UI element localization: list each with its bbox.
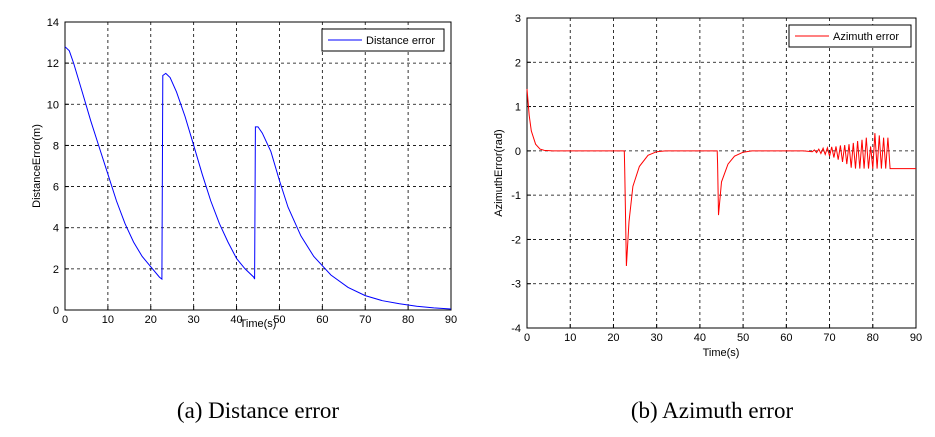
tick-labels: 0 10 20 30 40 50 60 70 80 90 0 2 4 6 8 10 12 14 — [47, 17, 457, 326]
legend-label: Distance error — [366, 35, 435, 47]
y-axis-label: AzimuthError(rad) — [493, 129, 505, 216]
y-tick-label: 3 — [515, 13, 521, 25]
distance-error-chart: 0 10 20 30 40 50 60 70 80 90 0 2 4 6 8 10 12 14 Time(s) D… — [31, 17, 457, 423]
x-tick-label: 50 — [737, 332, 749, 344]
x-tick-label: 30 — [188, 314, 200, 326]
y-tick-label: 0 — [53, 305, 59, 317]
x-tick-label: 10 — [564, 332, 576, 344]
y-tick-label: -4 — [511, 323, 521, 335]
y-tick-label: 0 — [515, 146, 521, 158]
x-tick-label: 0 — [62, 314, 68, 326]
x-tick-label: 80 — [402, 314, 414, 326]
y-tick-label: 2 — [53, 264, 59, 276]
x-tick-label: 50 — [273, 314, 285, 326]
x-tick-label: 40 — [230, 314, 242, 326]
x-axis-label: Time(s) — [703, 347, 740, 359]
grid-lines — [64, 21, 452, 311]
x-tick-label: 40 — [694, 332, 706, 344]
y-tick-label: 1 — [515, 102, 521, 114]
y-tick-label: -3 — [511, 279, 521, 291]
caption-b: (b) Azimuth error — [631, 398, 794, 423]
plot-frame — [64, 21, 452, 311]
grid-lines — [526, 17, 917, 329]
y-axis-label: DistanceError(m) — [31, 124, 43, 208]
x-tick-label: 90 — [445, 314, 457, 326]
x-tick-label: 10 — [102, 314, 114, 326]
x-axis-label: Time(s) — [240, 318, 277, 330]
y-tick-label: 4 — [53, 223, 59, 235]
x-tick-label: 70 — [823, 332, 835, 344]
distance-error-line — [64, 46, 452, 310]
x-tick-label: 90 — [910, 332, 922, 344]
x-tick-label: 20 — [607, 332, 619, 344]
azimuth-error-line — [526, 88, 916, 267]
legend-box — [788, 24, 912, 48]
x-tick-label: 70 — [359, 314, 371, 326]
x-tick-label: 30 — [651, 332, 663, 344]
y-tick-label: 8 — [53, 140, 59, 152]
y-tick-label: -1 — [511, 190, 521, 202]
y-tick-label: 12 — [47, 58, 59, 70]
caption-a: (a) Distance error — [177, 398, 340, 423]
legend: Azimuth error — [788, 24, 912, 48]
tick-labels: 0 10 20 30 40 50 60 70 80 90 -4 -3 -2 -1 0 1 2 3 — [511, 13, 922, 344]
y-tick-label: 10 — [47, 99, 59, 111]
y-tick-label: 6 — [53, 182, 59, 194]
x-tick-label: 20 — [145, 314, 157, 326]
x-tick-label: 80 — [867, 332, 879, 344]
x-tick-label: 60 — [780, 332, 792, 344]
y-tick-label: 14 — [47, 17, 59, 29]
legend-box — [321, 28, 445, 52]
legend-label: Azimuth error — [833, 31, 899, 43]
x-tick-label: 60 — [316, 314, 328, 326]
plot-frame — [526, 17, 917, 329]
y-tick-label: 2 — [515, 57, 521, 69]
y-tick-label: -2 — [511, 234, 521, 246]
legend: Distance error — [321, 28, 445, 52]
x-tick-label: 0 — [524, 332, 530, 344]
